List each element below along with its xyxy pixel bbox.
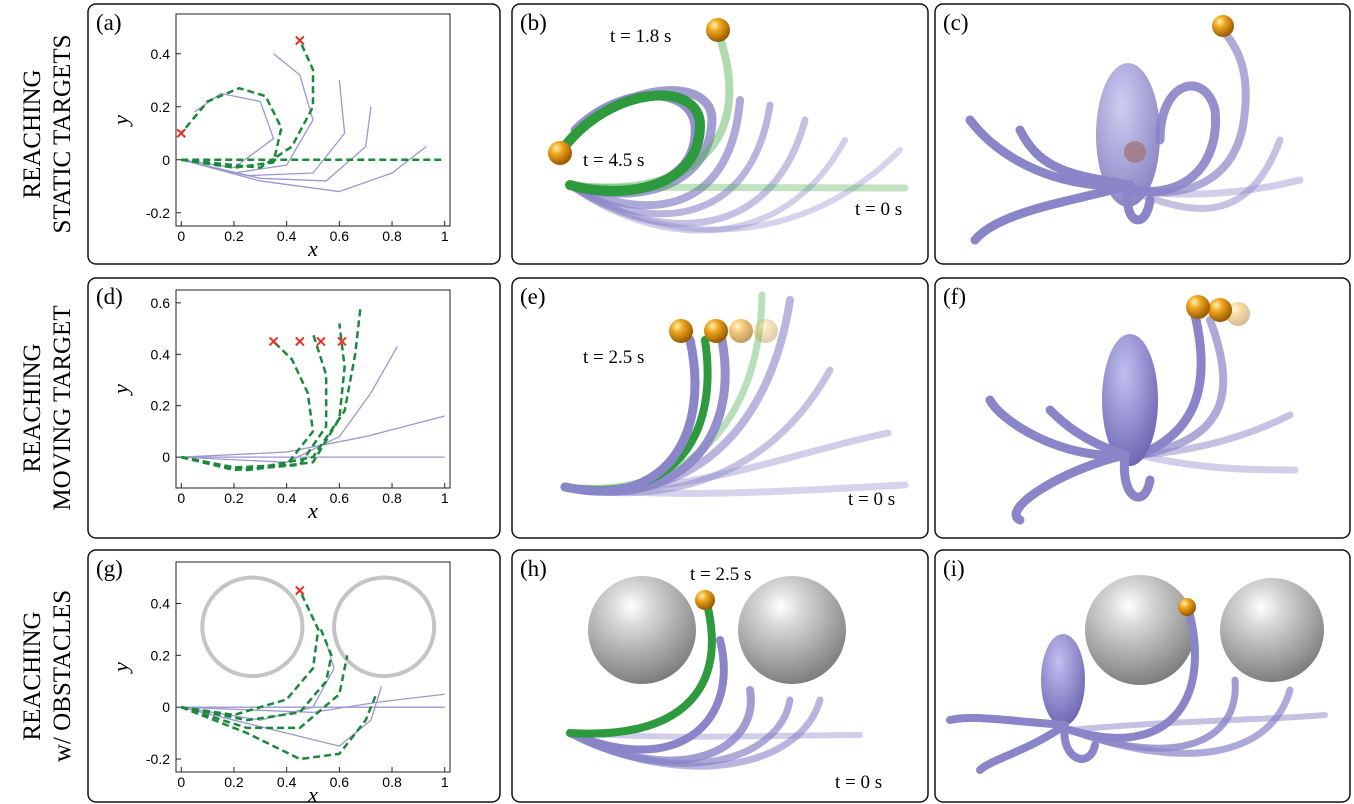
x-tick-label: 1 [441, 228, 449, 244]
y-tick-label: 0 [162, 699, 170, 715]
x-tick-label: 1 [441, 490, 449, 506]
time-annotation: t = 0 s [848, 489, 895, 510]
time-annotation: t = 1.8 s [610, 26, 671, 47]
x-axis-label: x [307, 498, 318, 523]
panel-label: (a) [96, 10, 122, 35]
y-tick-label: -0.2 [146, 205, 170, 221]
x-axis-label: x [307, 782, 318, 804]
x-tick-label: 0 [177, 228, 185, 244]
row-labels: REACHING STATIC TARGETS REACHING MOVING … [19, 34, 76, 762]
x-tick-label: 0.2 [224, 774, 244, 790]
figure: REACHING STATIC TARGETS REACHING MOVING … [0, 0, 1354, 804]
x-tick-label: 0.4 [277, 774, 297, 790]
time-annotation: t = 0 s [855, 199, 902, 220]
y-tick-label: 0.4 [151, 346, 171, 362]
x-tick-label: 1 [441, 774, 449, 790]
y-axis-label: y [108, 662, 133, 674]
y-tick-label: 0.2 [151, 647, 171, 663]
page: REACHING STATIC TARGETS REACHING MOVING … [0, 0, 1354, 804]
x-tick-label: 0.6 [330, 490, 350, 506]
panel-label: (i) [943, 556, 965, 581]
x-tick-label: 0.8 [382, 490, 402, 506]
x-tick-label: 0.2 [224, 490, 244, 506]
y-tick-label: 0.2 [151, 99, 171, 115]
y-tick-label: 0 [162, 152, 170, 168]
y-tick-label: 0.4 [151, 46, 171, 62]
y-tick-label: 0.2 [151, 398, 171, 414]
panel-frame [88, 4, 500, 264]
panel-label: (c) [943, 10, 969, 35]
row-label: MOVING TARGET [49, 305, 76, 510]
x-axis-label: x [307, 236, 318, 261]
time-annotation: t = 4.5 s [583, 150, 644, 171]
x-tick-label: 0.8 [382, 228, 402, 244]
panel-label: (b) [520, 10, 547, 35]
row-label: STATIC TARGETS [49, 34, 76, 233]
panel-label: (f) [943, 284, 966, 309]
x-tick-label: 0 [177, 774, 185, 790]
panel-label: (e) [520, 284, 546, 309]
row-label: REACHING [19, 611, 46, 740]
time-annotation: t = 2.5 s [690, 564, 751, 585]
x-tick-label: 0.2 [224, 228, 244, 244]
x-tick-label: 0 [177, 490, 185, 506]
x-tick-label: 0.8 [382, 774, 402, 790]
time-annotation: t = 2.5 s [583, 347, 644, 368]
x-tick-label: 0.6 [330, 774, 350, 790]
y-axis-label: y [108, 115, 133, 127]
panel-label: (g) [96, 556, 123, 581]
panel-label: (d) [96, 284, 123, 309]
x-tick-label: 0.6 [330, 228, 350, 244]
y-tick-label: -0.2 [146, 751, 170, 767]
x-tick-label: 0.4 [277, 228, 297, 244]
row-label: REACHING [19, 343, 46, 472]
panel-label: (h) [520, 556, 547, 581]
y-tick-label: 0.4 [151, 595, 171, 611]
row-label: REACHING [19, 69, 46, 198]
x-tick-label: 0.4 [277, 490, 297, 506]
y-tick-label: 0.6 [151, 295, 171, 311]
row-label: w/ OBSTACLES [49, 590, 76, 762]
time-annotation: t = 0 s [835, 772, 882, 793]
y-axis-label: y [108, 384, 133, 396]
y-tick-label: 0 [162, 449, 170, 465]
